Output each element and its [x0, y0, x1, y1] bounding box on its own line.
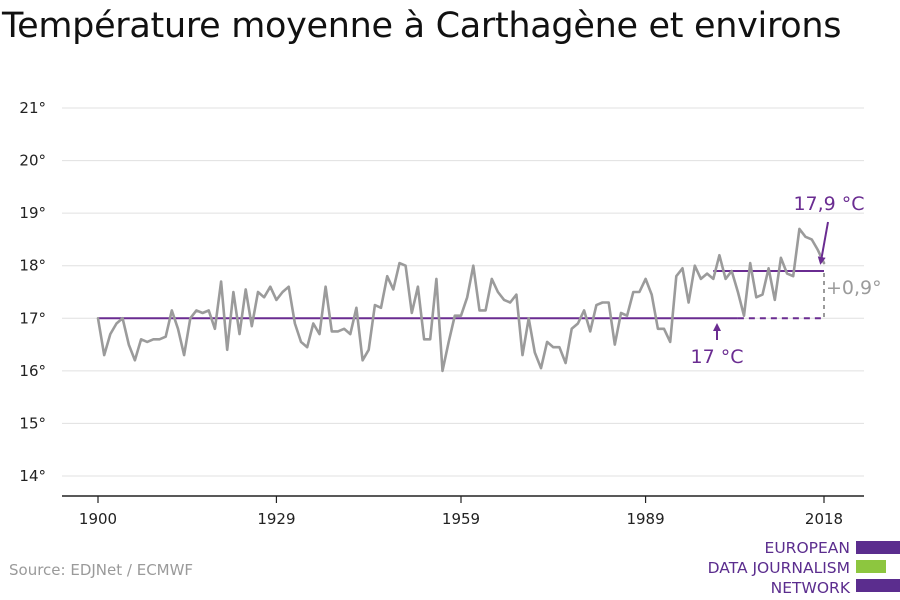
x-tick-label: 1989: [626, 510, 664, 528]
x-tick-label: 2018: [805, 510, 843, 528]
annotations: 17,9 °C 17 °C +0,9°: [691, 193, 882, 368]
chart-title: Température moyenne à Carthagène et envi…: [2, 6, 842, 46]
logo-bar-bottom: [856, 579, 900, 592]
delta-label: +0,9°: [826, 277, 882, 299]
y-tick-label: 18°: [19, 257, 46, 275]
series-line: [96, 227, 826, 373]
y-tick-label: 14°: [19, 467, 46, 485]
y-axis-ticks: 14° 15° 16° 17° 18° 19° 20° 21°: [19, 99, 46, 485]
x-tick-label: 1900: [79, 510, 117, 528]
baseline-label: 17 °C: [691, 346, 744, 368]
logo-bar-middle: [856, 560, 886, 573]
recent-average-label: 17,9 °C: [793, 193, 864, 215]
y-tick-label: 20°: [19, 152, 46, 170]
x-tick-label: 1929: [257, 510, 295, 528]
series-layer: [96, 227, 826, 373]
y-tick-label: 15°: [19, 414, 46, 432]
logo-line-2: DATA JOURNALISM: [707, 559, 850, 577]
logo-text: EUROPEAN DATA JOURNALISM NETWORK: [708, 538, 850, 598]
y-tick-label: 21°: [19, 99, 46, 117]
logo-line-3: NETWORK: [770, 579, 850, 597]
x-axis: 1900 1929 1959 1989 2018: [62, 495, 864, 528]
gridlines: [62, 107, 864, 477]
y-tick-label: 19°: [19, 204, 46, 222]
logo-line-1: EUROPEAN: [764, 539, 850, 557]
y-tick-label: 17°: [19, 309, 46, 327]
source-note: Source: EDJNet / ECMWF: [9, 561, 194, 579]
x-tick-label: 1959: [442, 510, 480, 528]
y-tick-label: 16°: [19, 362, 46, 380]
recent-average-arrow: [817, 221, 829, 265]
edjnet-logo: EUROPEAN DATA JOURNALISM NETWORK: [700, 538, 900, 598]
logo-bar-top: [856, 541, 900, 554]
